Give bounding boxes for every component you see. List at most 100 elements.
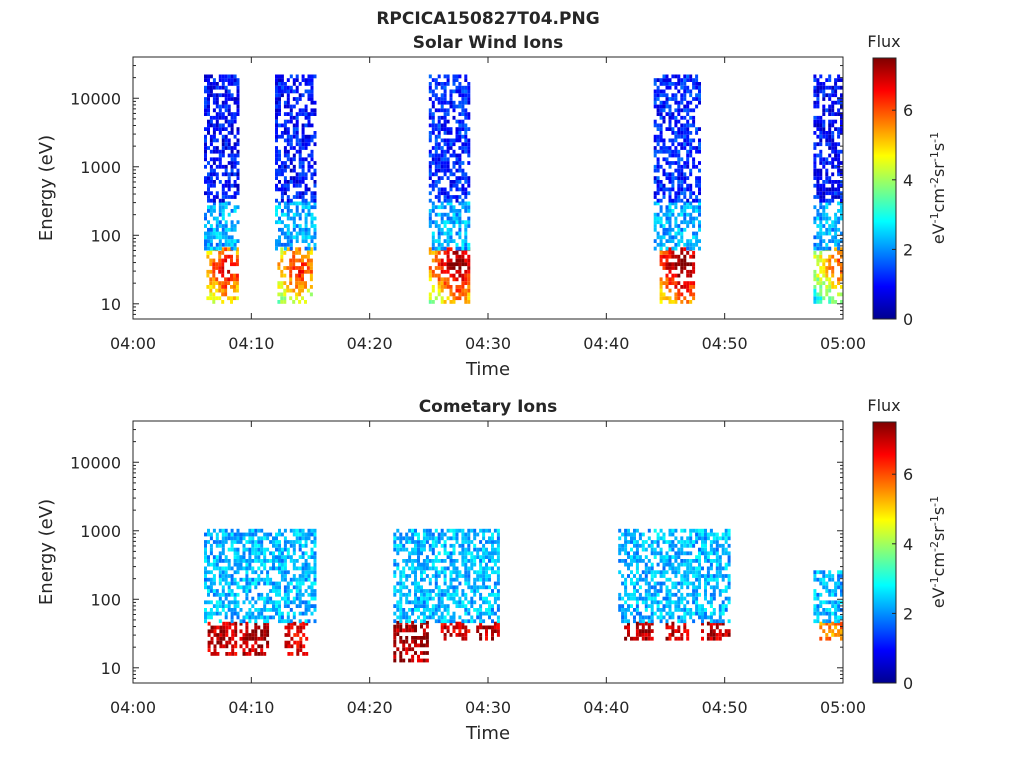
heatmap-cell	[837, 621, 841, 626]
heatmap-cell	[299, 621, 303, 626]
heatmap-cell	[209, 235, 213, 240]
heatmap-cell	[674, 296, 678, 301]
heatmap-cell	[455, 532, 459, 537]
heatmap-cell	[254, 640, 258, 645]
heatmap-cell	[458, 266, 462, 270]
heatmap-cell	[650, 600, 654, 605]
heatmap-cell	[668, 625, 672, 630]
heatmap-cell	[254, 600, 258, 605]
heatmap-cell	[662, 172, 666, 177]
heatmap-cell	[689, 153, 693, 158]
heatmap-cell	[204, 216, 207, 221]
heatmap-cell	[209, 209, 213, 213]
heatmap-cell	[304, 619, 308, 624]
heatmap-cell	[706, 555, 710, 559]
heatmap-cell	[668, 220, 672, 225]
heatmap-cell	[209, 239, 213, 243]
heatmap-cell	[292, 543, 296, 548]
heatmap-cell	[289, 262, 293, 267]
heatmap-cell	[488, 574, 491, 578]
heatmap-cell	[464, 611, 468, 616]
heatmap-cell	[476, 585, 480, 590]
heatmap-cell	[393, 619, 397, 624]
heatmap-cell	[689, 239, 693, 243]
heatmap-cell	[428, 577, 432, 582]
heatmap-cell	[825, 266, 829, 270]
heatmap-cell	[437, 589, 441, 593]
heatmap-cell	[461, 161, 465, 165]
heatmap-cell	[473, 547, 477, 552]
heatmap-cell	[656, 134, 660, 139]
heatmap-cell	[674, 82, 678, 86]
heatmap-cell	[449, 100, 453, 105]
heatmap-cell	[218, 78, 222, 82]
heatmap-cell	[686, 577, 690, 582]
heatmap-cell	[446, 168, 450, 173]
heatmap-cell	[428, 89, 432, 94]
heatmap-cell	[668, 277, 672, 282]
heatmap-cell	[307, 212, 311, 217]
heatmap-cell	[834, 231, 838, 236]
heatmap-cell	[479, 555, 483, 559]
heatmap-cell	[245, 592, 249, 597]
heatmap-cell	[257, 536, 261, 541]
heatmap-cell	[834, 93, 838, 98]
heatmap-cell	[467, 528, 471, 533]
heatmap-cell	[727, 551, 731, 556]
heatmap-cell	[221, 566, 225, 571]
heatmap-cell	[257, 559, 261, 563]
heatmap-cell	[467, 146, 471, 150]
heatmap-cell	[662, 100, 666, 105]
heatmap-cell	[437, 532, 441, 537]
heatmap-cell	[292, 540, 296, 544]
heatmap-cell	[440, 559, 444, 563]
heatmap-cell	[449, 168, 453, 173]
heatmap-cell	[306, 288, 310, 293]
heatmap-cell	[449, 97, 453, 101]
heatmap-cell	[278, 611, 281, 616]
heatmap-cell	[239, 608, 243, 612]
heatmap-cell	[437, 119, 441, 124]
x-tick-label: 05:00	[820, 698, 866, 717]
heatmap-cell	[260, 644, 264, 649]
heatmap-cell	[464, 242, 468, 247]
heatmap-cell	[310, 596, 314, 601]
heatmap-cell	[301, 191, 305, 196]
heatmap-cell	[212, 131, 216, 135]
heatmap-cell	[653, 100, 657, 105]
heatmap-cell	[659, 254, 663, 259]
heatmap-cell	[695, 592, 699, 597]
heatmap-cell	[446, 231, 450, 236]
heatmap-cell	[698, 574, 701, 578]
heatmap-cell	[816, 82, 820, 86]
heatmap-cell	[224, 97, 228, 101]
heatmap-cell	[638, 592, 642, 597]
heatmap-cell	[425, 559, 429, 563]
heatmap-cell	[659, 559, 663, 563]
heatmap-cell	[289, 246, 293, 251]
heatmap-cell	[668, 633, 672, 637]
heatmap-cell	[212, 97, 216, 101]
heatmap-cell	[455, 574, 459, 578]
heatmap-cell	[399, 639, 403, 644]
heatmap-cell	[476, 574, 480, 578]
heatmap-cell	[458, 292, 462, 297]
heatmap-cell	[434, 97, 438, 101]
heatmap-cell	[251, 581, 255, 586]
heatmap-cell	[683, 127, 687, 131]
heatmap-cell	[396, 600, 400, 605]
heatmap-cell	[304, 269, 307, 274]
heatmap-cell	[825, 231, 829, 236]
heatmap-cell	[467, 547, 471, 552]
heatmap-cell	[834, 611, 838, 616]
heatmap-cell	[295, 266, 299, 270]
heatmap-cell	[695, 183, 699, 188]
heatmap-cell	[491, 636, 494, 641]
heatmap-cell	[677, 242, 681, 247]
heatmap-cell	[692, 119, 696, 124]
heatmap-cell	[464, 288, 468, 293]
heatmap-cell	[479, 611, 483, 616]
heatmap-cell	[443, 300, 447, 304]
heatmap-cell	[461, 198, 465, 203]
heatmap-cell	[665, 619, 669, 624]
